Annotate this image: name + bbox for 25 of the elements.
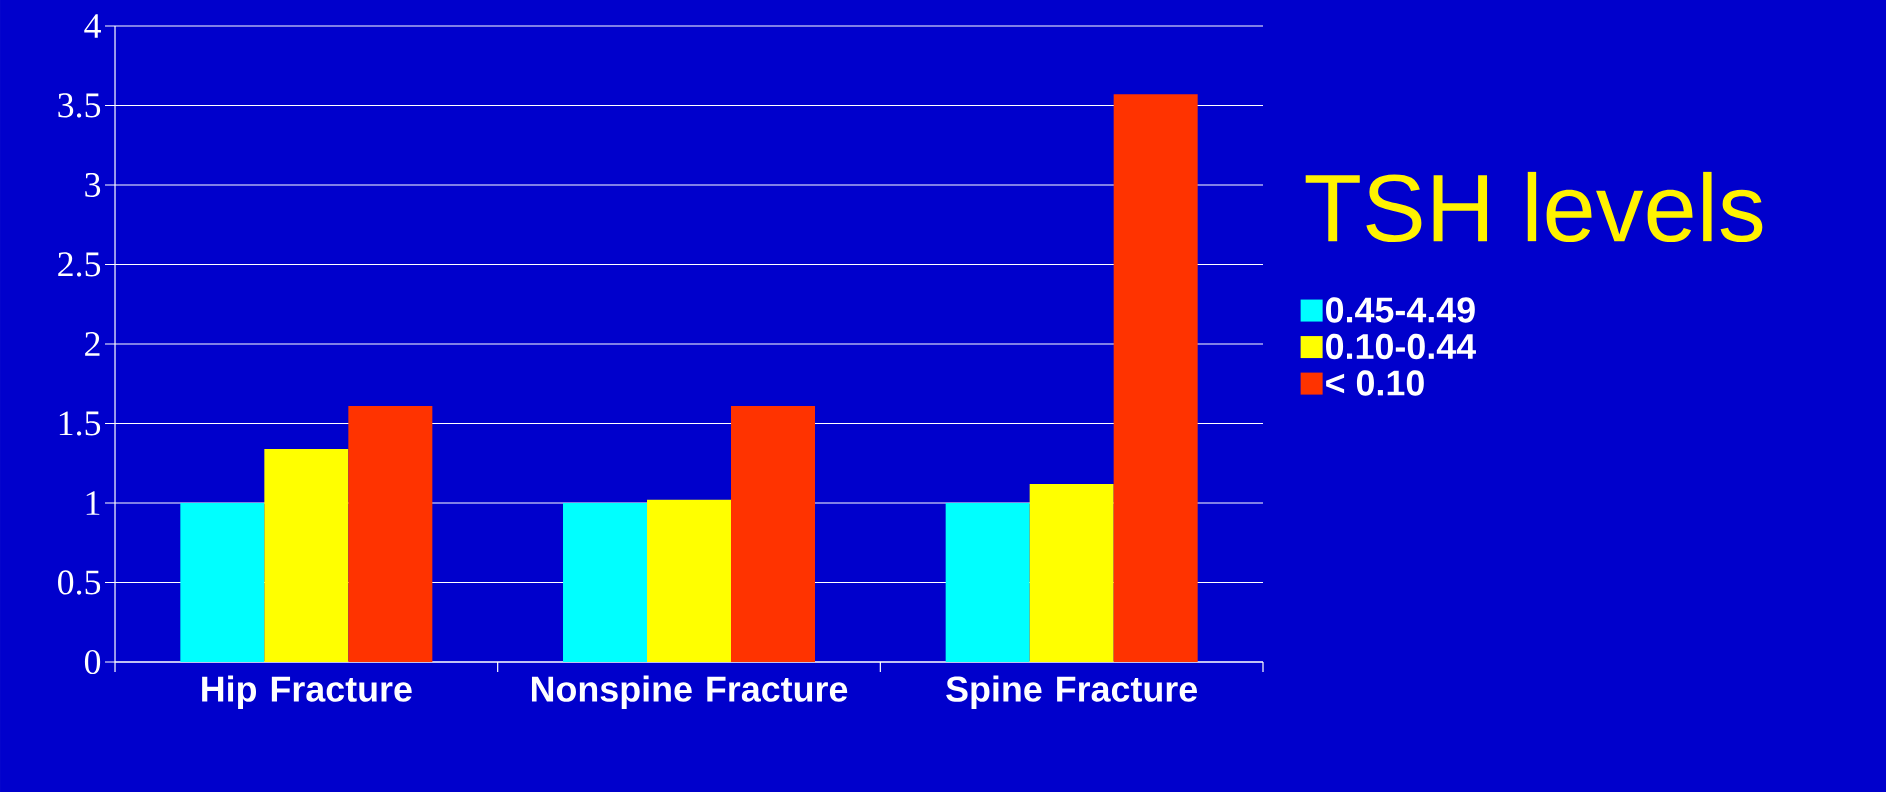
y-tick-label: 3.5 [58, 93, 101, 118]
bar [731, 405, 816, 662]
bar [348, 405, 433, 662]
bar [563, 502, 648, 662]
legend-title: TSH levels [1305, 171, 1763, 243]
bar [264, 448, 349, 662]
y-tick-label: 0.5 [58, 570, 101, 595]
bar [1029, 483, 1114, 662]
x-tick-label: Hip Fracture [202, 675, 412, 709]
y-tick-label: 1.5 [59, 411, 101, 436]
y-tick-label: 2.5 [58, 252, 101, 277]
bar [647, 499, 732, 662]
y-tick-label: 2 [85, 332, 100, 356]
legend-label: 0.45-4.49 [1326, 297, 1475, 323]
y-tick-label: 3 [85, 172, 101, 198]
legend-label: < 0.10 [1326, 370, 1424, 396]
x-tick-label: Nonspine Fracture [531, 675, 848, 709]
bar [1113, 94, 1198, 662]
bar [945, 502, 1030, 662]
bar [180, 502, 265, 662]
x-tick-label: Spine Fracture [946, 675, 1197, 709]
y-tick-label: 1 [86, 491, 100, 515]
y-tick-label: 4 [84, 14, 101, 38]
legend-label: 0.10-0.44 [1326, 333, 1476, 360]
y-tick-label: 0 [84, 649, 101, 675]
